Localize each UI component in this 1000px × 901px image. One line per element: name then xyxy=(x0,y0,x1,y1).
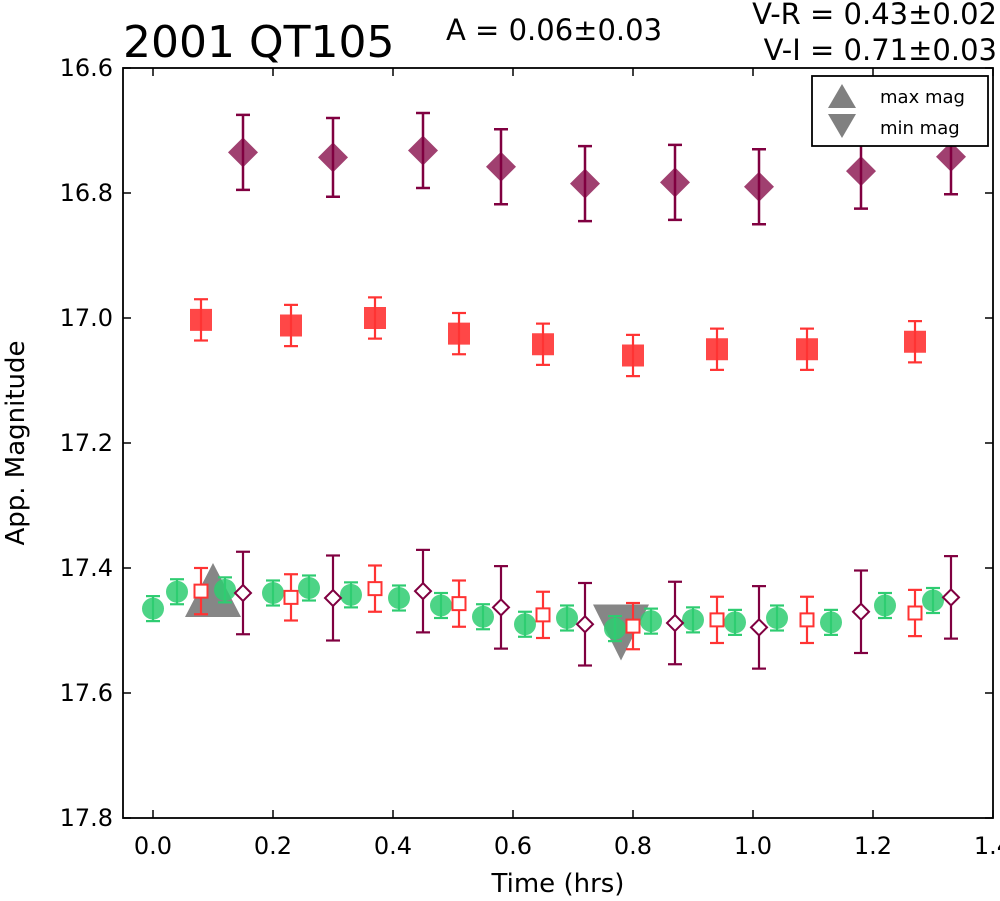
color-vi-label: V-I = 0.71±0.03 xyxy=(764,33,997,67)
data-point xyxy=(851,602,871,622)
data-point xyxy=(660,167,690,198)
y-tick-label: 17.2 xyxy=(60,429,113,457)
data-point xyxy=(907,605,923,621)
plot-area xyxy=(142,111,966,670)
data-point xyxy=(228,137,258,168)
data-point xyxy=(364,307,386,329)
x-tick-label: 1.2 xyxy=(854,832,892,860)
legend-min-mag-triangle-down-icon xyxy=(828,114,856,138)
data-point xyxy=(846,156,876,187)
x-tick-label: 1.4 xyxy=(974,832,1000,860)
x-tick-label: 0.0 xyxy=(134,832,172,860)
data-point xyxy=(936,141,966,172)
data-point xyxy=(233,583,253,603)
data-point xyxy=(665,613,685,633)
y-tick-label: 16.6 xyxy=(60,54,113,82)
legend-min-mag-label: min mag xyxy=(880,118,960,139)
data-point xyxy=(262,582,284,604)
data-point xyxy=(340,583,362,606)
axes-ticks: 0.0 0.2 0.4 0.6 0.8 1.0 1.2 1.4 16.6 16.8 17.0 17.2… xyxy=(60,54,1000,860)
max-mag-marker xyxy=(185,563,241,617)
series-2 xyxy=(142,574,944,643)
series-0 xyxy=(228,111,966,226)
data-point xyxy=(323,588,343,608)
data-point xyxy=(190,308,212,331)
data-point xyxy=(575,614,595,634)
data-point xyxy=(448,322,470,345)
data-point xyxy=(625,618,641,634)
data-point xyxy=(706,338,728,361)
y-tick-label: 17.6 xyxy=(60,679,113,707)
data-point xyxy=(749,617,769,637)
data-point xyxy=(744,171,774,202)
data-point xyxy=(799,612,815,628)
data-point xyxy=(283,589,299,605)
y-axis-label: App. Magnitude xyxy=(1,340,31,545)
data-point xyxy=(535,607,551,623)
data-point xyxy=(640,610,662,633)
data-point xyxy=(724,611,746,634)
data-point xyxy=(298,577,320,599)
data-point xyxy=(451,596,467,612)
data-point xyxy=(514,613,536,636)
legend: max mag min mag xyxy=(811,75,989,147)
x-tick-label: 1.0 xyxy=(734,832,772,860)
chart-title: 2001 QT105 xyxy=(123,17,394,68)
series-1 xyxy=(190,296,926,378)
y-tick-label: 17.8 xyxy=(60,804,113,832)
data-point xyxy=(193,583,209,599)
data-point xyxy=(486,151,516,182)
data-point xyxy=(367,581,383,597)
data-point xyxy=(166,580,188,603)
legend-max-mag-triangle-up-icon xyxy=(828,84,856,108)
color-vr-label: V-R = 0.43±0.02 xyxy=(752,0,997,31)
legend-max-mag-label: max mag xyxy=(880,87,965,108)
y-tick-label: 17.4 xyxy=(60,554,113,582)
x-tick-label: 0.6 xyxy=(494,832,532,860)
data-point xyxy=(796,338,818,361)
data-point xyxy=(214,578,236,601)
data-point xyxy=(570,168,600,199)
data-point xyxy=(280,314,302,337)
data-point xyxy=(388,587,410,609)
data-point xyxy=(922,589,944,612)
data-point xyxy=(820,611,842,634)
amplitude-label: A = 0.06±0.03 xyxy=(446,13,662,47)
data-point xyxy=(491,597,511,617)
data-point xyxy=(709,612,725,628)
data-point xyxy=(472,605,494,628)
data-point xyxy=(318,142,348,173)
data-point xyxy=(532,333,554,356)
data-point xyxy=(941,587,961,607)
y-tick-label: 16.8 xyxy=(60,179,113,207)
x-axis-label: Time (hrs) xyxy=(491,869,625,899)
data-point xyxy=(904,330,926,353)
data-point xyxy=(604,617,626,640)
series-3 xyxy=(193,564,923,651)
data-point xyxy=(766,607,788,629)
series-4 xyxy=(233,548,961,670)
x-tick-label: 0.8 xyxy=(614,832,652,860)
y-tick-label: 17.0 xyxy=(60,304,113,332)
data-point xyxy=(408,135,438,166)
data-point xyxy=(430,594,452,617)
data-point xyxy=(556,607,578,629)
data-point xyxy=(622,344,644,367)
data-point xyxy=(682,608,704,631)
x-tick-label: 0.2 xyxy=(254,832,292,860)
data-point xyxy=(874,594,896,617)
data-point xyxy=(413,581,433,601)
data-point xyxy=(142,597,164,620)
x-tick-label: 0.4 xyxy=(374,832,412,860)
